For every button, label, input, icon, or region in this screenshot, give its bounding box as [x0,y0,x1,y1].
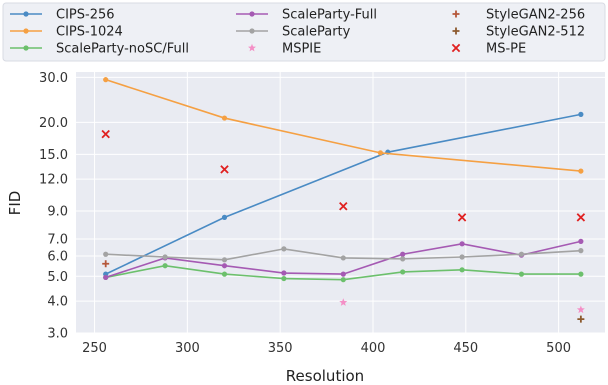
scaleparty-point [221,257,228,263]
y-tick-label: 4.0 [47,295,68,310]
y-axis-title: FID [6,191,24,216]
legend-marker [451,43,461,53]
ms-pe-point [220,165,229,174]
grid [76,72,605,334]
scaleparty-point [459,254,465,260]
legend-label: MSPIE [282,42,321,57]
legend-marker [23,11,29,17]
mspie-point [576,305,585,314]
legend-label: MS-PE [486,42,526,57]
ms-pe-point [576,213,586,222]
series-cips-1024 [103,77,584,174]
scaleparty-point [518,251,525,257]
scaleparty-nosc-full-point [518,271,525,277]
x-axis-ticks: 250 300 350 400 450 500 [82,341,571,356]
y-tick-label: 12.0 [39,173,68,188]
y-tick-label: 30.0 [39,71,68,86]
x-tick-label: 500 [546,341,571,356]
legend: CIPS-256 CIPS-1024 ScaleParty-noSC/Full Sca… [10,8,585,57]
legend-label: ScaleParty [282,25,351,40]
scaleparty-full-point [221,263,228,269]
series-scaleparty [103,246,584,263]
legend-marker [23,28,29,34]
scaleparty-nosc-full-point [400,269,406,275]
series-ms-pe [101,129,586,222]
cips-1024-point [578,168,584,174]
series-mspie [339,298,585,314]
scaleparty-nosc-full-point [281,275,287,282]
scaleparty-point [103,251,109,257]
y-axis-ticks: 3.0 4.0 5.0 6.0 7.0 9.0 12.0 15.0 20.0 30.0 [39,71,68,342]
legend-item-scaleparty: ScaleParty [236,25,351,40]
cips-1024-point [377,150,384,156]
legend-marker [452,27,460,35]
x-tick-label: 300 [175,341,200,356]
stylegan2-512-point [577,315,585,323]
cips-1024-point [221,115,228,121]
series-stylegan2-512 [577,315,585,323]
legend-item-stylegan2-256: StyleGAN2-256 [452,8,585,23]
scaleparty-nosc-full-point [340,277,346,283]
scaleparty-point [400,256,406,262]
y-tick-label: 6.0 [47,250,68,265]
cips-256-line [105,113,582,275]
scaleparty-point [281,246,287,252]
scaleparty-nosc-full-point [221,271,228,277]
y-tick-label: 3.0 [47,327,68,342]
series-stylegan2-256 [102,260,110,268]
x-tick-label: 450 [453,341,478,356]
x-axis-title: Resolution [286,367,364,385]
legend-label: CIPS-1024 [56,25,123,40]
legend-label: ScaleParty-noSC/Full [56,42,189,57]
legend-item-cips-256: CIPS-256 [10,8,115,23]
scaleparty-nosc-full-point [162,263,168,269]
legend-marker [248,43,256,52]
legend-label: CIPS-256 [56,8,115,23]
legend-label: StyleGAN2-256 [486,8,585,23]
cips-1024-line [105,78,581,172]
legend-item-ms-pe: MS-PE [451,42,526,57]
y-tick-label: 15.0 [39,148,68,163]
scaleparty-full-point [459,241,465,247]
series-layer [101,77,586,323]
legend-marker [249,28,255,34]
scaleparty-full-point [578,238,584,244]
scaleparty-point [578,248,584,254]
ms-pe-point [457,213,467,222]
cips-1024-point [103,77,109,83]
mspie-point [339,298,348,306]
cips-256-point [578,111,584,117]
y-tick-label: 5.0 [47,270,68,285]
legend-item-mspie: MSPIE [248,42,321,57]
scaleparty-point [162,254,168,260]
y-tick-label: 20.0 [39,116,68,131]
legend-item-scaleparty-nosc-full: ScaleParty-noSC/Full [10,42,189,57]
legend-item-scaleparty-full: ScaleParty-Full [236,8,377,23]
legend-marker [249,11,255,17]
scaleparty-nosc-full-point [459,267,465,273]
x-tick-label: 250 [82,341,107,356]
legend-label: StyleGAN2-512 [486,25,585,40]
legend-item-stylegan2-512: StyleGAN2-512 [452,25,585,40]
legend-marker [23,45,29,51]
scaleparty-full-point [340,271,346,277]
y-tick-label: 7.0 [47,232,68,247]
x-tick-label: 400 [361,341,386,356]
legend-label: ScaleParty-Full [282,8,377,23]
scaleparty-full-point [281,270,287,276]
x-tick-label: 350 [268,341,293,356]
y-tick-label: 9.0 [47,205,68,220]
scaleparty-full-point [103,274,109,281]
legend-item-cips-1024: CIPS-1024 [10,25,123,40]
cips-256-point [221,214,228,220]
scaleparty-point [340,255,346,261]
scaleparty-nosc-full-point [578,271,584,277]
scaleparty-full-point [400,251,406,257]
ms-pe-point [101,129,110,139]
legend-marker [452,10,460,18]
stylegan2-256-point [102,260,110,268]
ms-pe-point [339,201,348,211]
